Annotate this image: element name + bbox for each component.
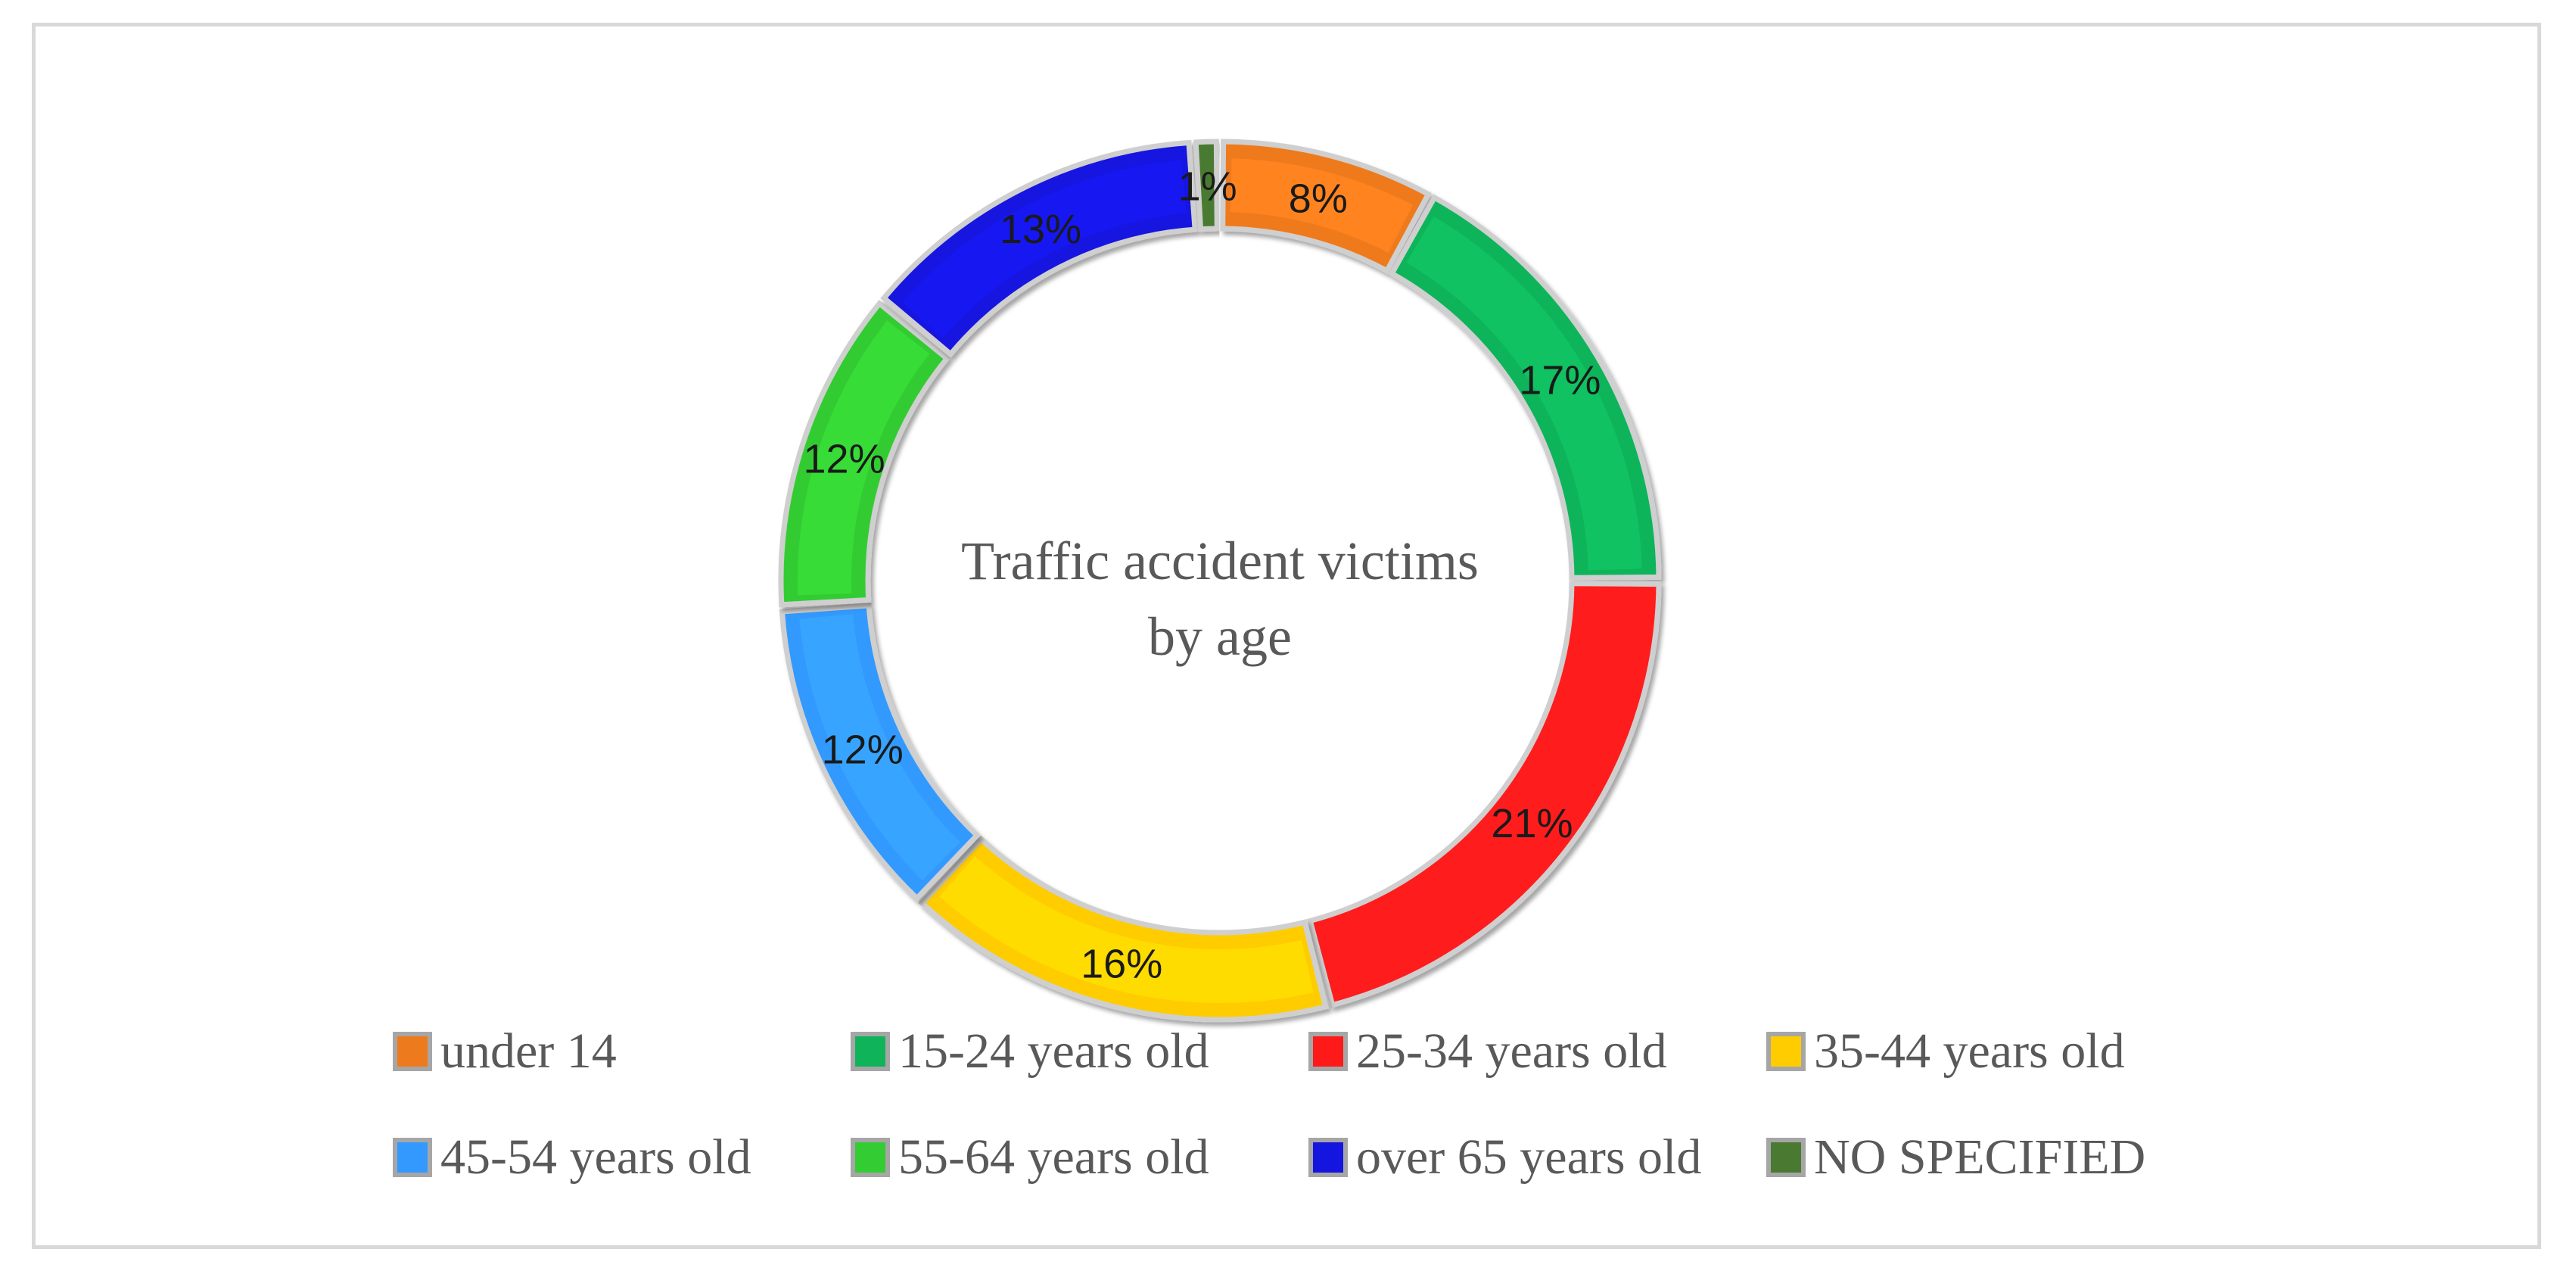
legend: under 14 15-24 years old 25-34 years old 35…	[393, 1023, 2145, 1185]
data-label-3: 16%	[1081, 942, 1162, 987]
data-label-0: 8%	[1289, 176, 1348, 221]
donut-slices	[778, 139, 1662, 1023]
chart-title-line-2: by age	[1148, 606, 1292, 667]
legend-label-3: 35-44 years old	[1814, 1023, 2125, 1079]
legend-swatch-6	[1308, 1138, 1348, 1177]
legend-swatch-4	[393, 1138, 432, 1177]
legend-swatch-7	[1766, 1138, 1806, 1177]
legend-swatch-3	[1766, 1032, 1806, 1071]
data-label-5: 12%	[804, 437, 885, 482]
donut-slice-face-0	[1230, 158, 1414, 253]
legend-label-7: NO SPECIFIED	[1814, 1129, 2145, 1185]
donut-slice-face-1	[1406, 216, 1642, 571]
legend-label-2: 25-34 years old	[1356, 1023, 1667, 1079]
legend-swatch-2	[1308, 1032, 1348, 1071]
legend-label-4: 45-54 years old	[440, 1129, 751, 1185]
data-label-6: 13%	[1000, 207, 1081, 252]
donut-slice-face-4	[799, 614, 960, 880]
legend-label-6: over 65 years old	[1356, 1129, 1701, 1185]
data-label-4: 12%	[822, 727, 904, 772]
donut-data-labels: 8% 17% 21% 16% 12% 12% 13% 1%	[804, 164, 1601, 986]
legend-label-5: 55-64 years old	[898, 1129, 1209, 1185]
donut-slice-face-2	[1321, 590, 1642, 987]
donut-slice-2	[1306, 581, 1662, 1008]
donut-slice-face-6	[902, 160, 1187, 338]
donut-slice-face-5	[798, 320, 930, 596]
legend-swatch-1	[851, 1032, 890, 1071]
chart-title-line-1: Traffic accident victims	[961, 531, 1479, 591]
data-label-7: 1%	[1178, 164, 1237, 209]
legend-label-0: under 14	[440, 1023, 617, 1079]
donut-slice-face-3	[939, 856, 1314, 1003]
legend-swatch-0	[393, 1032, 432, 1071]
donut-slice-7	[1193, 139, 1220, 232]
data-label-2: 21%	[1491, 801, 1573, 846]
data-label-1: 17%	[1519, 357, 1601, 403]
legend-swatch-5	[851, 1138, 890, 1177]
legend-label-1: 15-24 years old	[898, 1023, 1209, 1079]
